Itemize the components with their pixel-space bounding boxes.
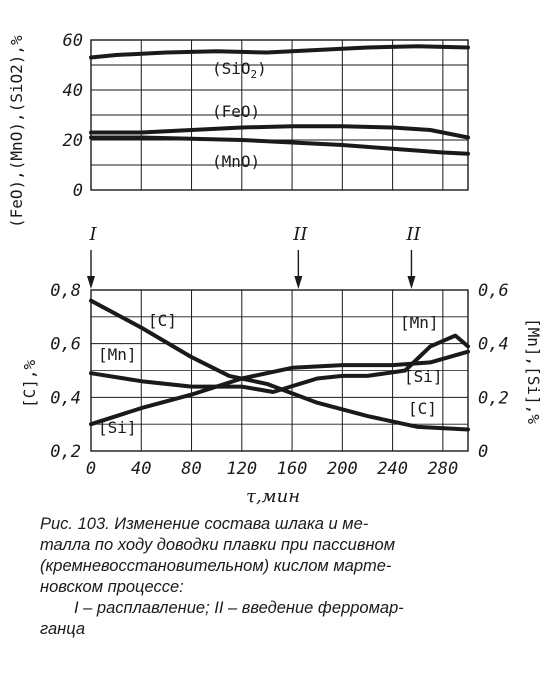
x-tick-label: 160 [277, 459, 308, 479]
x-tick-label: 200 [327, 459, 358, 479]
plot-frame [90, 289, 469, 452]
series-line [89, 349, 470, 427]
event-marker-arrowhead [87, 276, 95, 289]
x-tick-label: 280 [428, 459, 459, 479]
y-left-tick-label: 0,4 [50, 388, 81, 408]
series-label: [Si] [98, 418, 137, 437]
series-label: (SiO2) [212, 59, 267, 81]
event-marker-arrowhead [294, 276, 303, 289]
bottom-left-y-axis-label: [C],% [20, 359, 39, 408]
y-right-tick-label: 0,4 [478, 335, 509, 355]
series-line [89, 135, 470, 156]
y-tick-label: 0 [73, 181, 83, 201]
y-right-tick-label: 0,6 [478, 281, 509, 301]
series-line [89, 298, 470, 432]
series-label: [Si] [404, 367, 443, 386]
y-right-tick-label: 0,2 [478, 388, 509, 408]
x-tick-label: 40 [131, 459, 151, 479]
caption-line: Рис. 103. Изменение состава шлака и ме- [40, 515, 369, 533]
caption-line: новском процессе: [40, 578, 184, 596]
event-marker-label: II [405, 224, 421, 245]
caption-line: I – расплавление; II – введение ферромар… [74, 599, 404, 617]
y-left-tick-label: 0,6 [50, 335, 81, 355]
series-label: (MnO) [212, 152, 260, 171]
x-axis-label: τ,мин [246, 486, 300, 507]
x-tick-label: 0 [86, 459, 96, 479]
x-tick-label: 120 [226, 459, 257, 479]
series-line [89, 44, 470, 60]
bottom-chart: 0,20,40,60,800,20,40,60 40 80 120 160 200 240 2… [50, 224, 508, 479]
event-marker-arrowhead [407, 276, 416, 289]
y-left-tick-label: 0,2 [50, 442, 81, 462]
series-label: [Mn] [98, 345, 137, 364]
event-marker-label: I [88, 224, 97, 245]
series-label: (FeO) [212, 102, 260, 121]
y-tick-label: 40 [63, 81, 83, 101]
y-right-tick-label: 0 [478, 442, 488, 462]
y-tick-label: 60 [63, 31, 83, 51]
bottom-right-y-axis-label: [Mn],[Si],% [524, 318, 543, 424]
event-marker-label: II [292, 224, 308, 245]
y-left-tick-label: 0,8 [50, 281, 81, 301]
figure-caption: Рис. 103. Изменение состава шлака и ме- … [40, 514, 520, 640]
caption-line: (кремневосстановительном) кислом марте- [40, 557, 392, 575]
y-tick-label: 20 [63, 131, 83, 151]
plot-frame [90, 39, 469, 191]
x-tick-label: 80 [181, 459, 201, 479]
series-line [89, 124, 470, 140]
series-label: [Mn] [400, 313, 439, 332]
x-tick-label: 240 [377, 459, 408, 479]
series-line [89, 333, 470, 394]
caption-line: ганца [40, 620, 86, 638]
series-label: [C] [148, 311, 177, 330]
series-label: [C] [408, 399, 437, 418]
caption-line: талла по ходу доводки плавки при пассивн… [40, 536, 396, 554]
top-y-axis-label: (FeO),(MnO),(SiO2),% [7, 35, 26, 228]
top-chart: 0 20 40 60 (SiO2) (FeO) (MnO) [63, 31, 470, 201]
